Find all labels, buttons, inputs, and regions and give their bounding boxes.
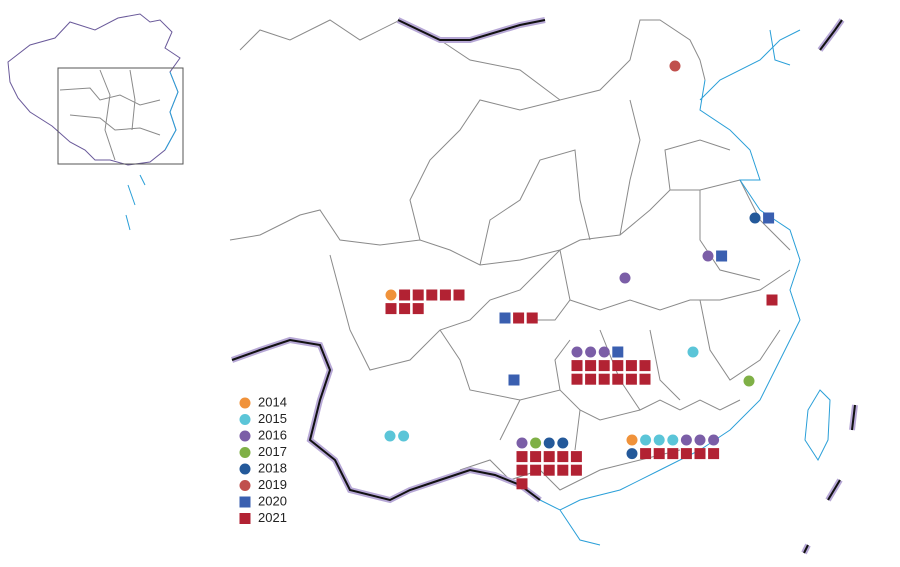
case-marker: [557, 464, 569, 476]
case-marker: [763, 212, 775, 224]
case-marker: [571, 346, 583, 358]
case-marker: [543, 437, 555, 449]
main-map: [229, 17, 858, 555]
case-marker: [384, 430, 396, 442]
case-marker: [526, 312, 538, 324]
case-marker: [749, 212, 761, 224]
case-marker: [412, 303, 424, 315]
legend-symbol: [239, 513, 251, 524]
case-marker: [530, 464, 542, 476]
markers: [384, 60, 778, 490]
case-marker: [399, 303, 411, 315]
case-marker: [619, 272, 631, 284]
case-marker: [653, 448, 665, 460]
legend-symbol: [239, 496, 251, 508]
case-marker: [640, 434, 652, 446]
case-marker: [557, 451, 569, 463]
case-marker: [694, 434, 706, 446]
case-marker: [694, 448, 706, 460]
case-marker: [412, 289, 424, 301]
case-marker: [625, 373, 637, 385]
legend-label: 2014: [258, 394, 287, 409]
case-marker: [385, 289, 397, 301]
legend-symbol: [239, 397, 251, 409]
case-marker: [516, 451, 528, 463]
case-marker: [585, 346, 597, 358]
case-marker: [708, 434, 720, 446]
legend-label: 2019: [258, 477, 287, 492]
case-marker: [639, 360, 651, 372]
case-marker: [640, 448, 652, 460]
case-marker: [667, 448, 679, 460]
case-marker: [612, 373, 624, 385]
case-marker: [516, 478, 528, 490]
legend-symbol: [239, 414, 251, 425]
case-marker: [585, 373, 597, 385]
legend-symbol: [239, 430, 251, 442]
case-marker: [399, 289, 411, 301]
case-marker: [766, 294, 778, 306]
case-marker: [585, 360, 597, 372]
case-marker: [499, 312, 511, 324]
case-marker: [530, 451, 542, 463]
case-marker: [687, 346, 699, 358]
legend-symbol: [239, 480, 251, 491]
case-marker: [639, 373, 651, 385]
inset-map: [7, 13, 184, 231]
case-marker: [398, 430, 410, 442]
case-marker: [626, 448, 638, 460]
case-marker: [571, 373, 583, 385]
case-marker: [625, 360, 637, 372]
case-marker: [716, 250, 728, 262]
case-marker: [570, 464, 582, 476]
case-marker: [702, 250, 714, 262]
legend-label: 2020: [258, 493, 287, 508]
case-marker: [453, 289, 465, 301]
case-marker: [680, 434, 692, 446]
case-marker: [598, 346, 610, 358]
legend-label: 2021: [258, 510, 287, 525]
case-marker: [508, 374, 520, 386]
case-marker: [543, 451, 555, 463]
case-marker: [513, 312, 525, 324]
case-marker: [598, 360, 610, 372]
case-marker: [530, 437, 542, 449]
case-marker: [669, 60, 681, 72]
legend-symbol: [239, 447, 251, 458]
case-marker: [557, 437, 569, 449]
legend-label: 2015: [258, 411, 287, 426]
case-marker: [543, 464, 555, 476]
legend-label: 2017: [258, 444, 287, 459]
case-marker: [680, 448, 692, 460]
case-marker: [439, 289, 451, 301]
case-marker: [653, 434, 665, 446]
case-marker: [570, 451, 582, 463]
case-marker: [516, 464, 528, 476]
case-marker: [571, 360, 583, 372]
legend-label: 2018: [258, 460, 287, 475]
case-marker: [598, 373, 610, 385]
case-marker: [612, 360, 624, 372]
case-marker: [516, 437, 528, 449]
legend-label: 2016: [258, 427, 287, 442]
case-marker: [667, 434, 679, 446]
case-marker: [708, 448, 720, 460]
case-marker: [385, 303, 397, 315]
case-marker: [426, 289, 438, 301]
case-marker: [612, 346, 624, 358]
case-marker: [626, 434, 638, 446]
legend-symbol: [239, 463, 251, 475]
case-marker: [743, 375, 755, 387]
